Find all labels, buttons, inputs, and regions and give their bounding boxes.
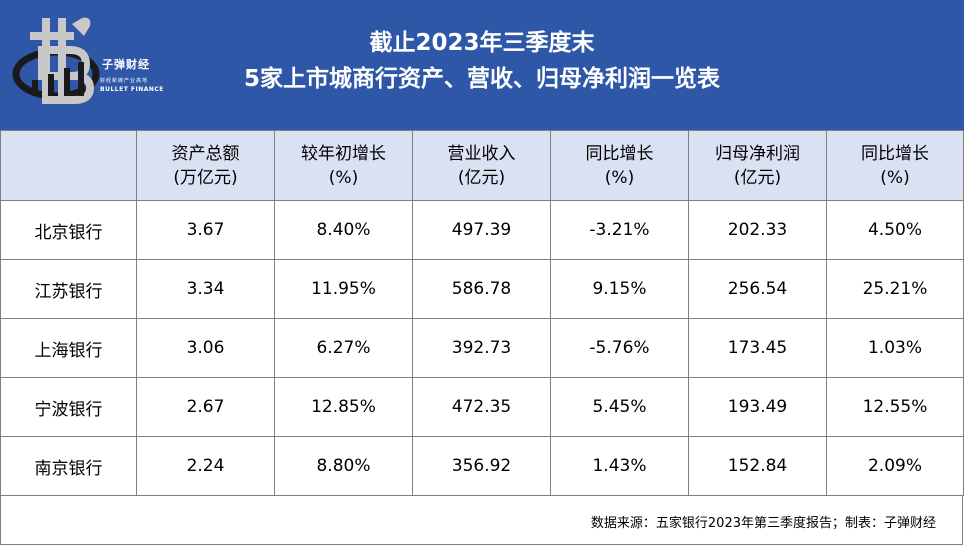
- header-label: 资产总额: [171, 143, 240, 164]
- header-label: 营业收入: [447, 143, 516, 164]
- logo-graphic: [12, 17, 100, 104]
- title-line-1: 截止2023年三季度末: [369, 30, 595, 56]
- logo-name-en: BULLET FINANCE: [100, 86, 164, 93]
- asset-growth-cell: 11.95%: [274, 259, 413, 319]
- net-profit-cell: 202.33: [688, 200, 827, 260]
- header-unit: (%): [328, 167, 359, 188]
- header-label: 同比增长: [861, 143, 929, 164]
- revenue-growth-cell: 9.15%: [550, 259, 689, 319]
- header-cell-total-assets: 资产总额 (万亿元): [136, 130, 275, 201]
- header-cell-bank: [0, 130, 137, 201]
- revenue-cell: 356.92: [412, 436, 551, 496]
- table-row: 江苏银行 3.34 11.95% 586.78 9.15% 256.54 25.…: [0, 259, 964, 319]
- profit-growth-cell: 4.50%: [826, 200, 964, 260]
- bank-data-table: 资产总额 (万亿元) 较年初增长 (%) 营业收入 (亿元) 同比增长 (%) …: [0, 130, 964, 496]
- profit-growth-cell: 1.03%: [826, 318, 964, 378]
- net-profit-cell: 173.45: [688, 318, 827, 378]
- net-profit-cell: 256.54: [688, 259, 827, 319]
- header-unit: (%): [604, 167, 635, 188]
- table-header-row: 资产总额 (万亿元) 较年初增长 (%) 营业收入 (亿元) 同比增长 (%) …: [0, 130, 964, 201]
- header-cell-revenue-growth: 同比增长 (%): [550, 130, 689, 201]
- profit-growth-cell: 2.09%: [826, 436, 964, 496]
- total-assets-cell: 3.67: [136, 200, 275, 260]
- title-banner: 子弹财经 财经新媒产业高地 BULLET FINANCE 截止2023年三季度末…: [0, 0, 964, 130]
- revenue-cell: 472.35: [412, 377, 551, 437]
- total-assets-cell: 3.06: [136, 318, 275, 378]
- table-row: 南京银行 2.24 8.80% 356.92 1.43% 152.84 2.09…: [0, 436, 964, 496]
- asset-growth-cell: 12.85%: [274, 377, 413, 437]
- bank-name-cell: 宁波银行: [0, 377, 137, 437]
- bank-name-cell: 北京银行: [0, 200, 137, 260]
- table-row: 宁波银行 2.67 12.85% 472.35 5.45% 193.49 12.…: [0, 377, 964, 437]
- title-line-2: 5家上市城商行资产、营收、归母净利润一览表: [243, 66, 720, 92]
- total-assets-cell: 2.24: [136, 436, 275, 496]
- asset-growth-cell: 6.27%: [274, 318, 413, 378]
- table-footer: 数据来源：五家银行2023年第三季度报告；制表：子弹财经: [0, 495, 963, 545]
- header-label: 较年初增长: [301, 143, 386, 164]
- header-label: 同比增长: [585, 143, 654, 164]
- table-row: 上海银行 3.06 6.27% 392.73 -5.76% 173.45 1.0…: [0, 318, 964, 378]
- header-cell-profit-growth: 同比增长 (%): [826, 130, 964, 201]
- bank-name-cell: 江苏银行: [0, 259, 137, 319]
- total-assets-cell: 3.34: [136, 259, 275, 319]
- bank-name-cell: 南京银行: [0, 436, 137, 496]
- profit-growth-cell: 12.55%: [826, 377, 964, 437]
- header-cell-net-profit: 归母净利润 (亿元): [688, 130, 827, 201]
- header-unit: (亿元): [457, 167, 506, 188]
- header-unit: (万亿元): [173, 167, 238, 188]
- net-profit-cell: 193.49: [688, 377, 827, 437]
- revenue-cell: 497.39: [412, 200, 551, 260]
- header-unit: (亿元): [733, 167, 782, 188]
- data-source-note: 数据来源：五家银行2023年第三季度报告；制表：子弹财经: [590, 516, 936, 531]
- revenue-growth-cell: -5.76%: [550, 318, 689, 378]
- bullet-finance-logo: 子弹财经 财经新媒产业高地 BULLET FINANCE: [12, 14, 182, 114]
- net-profit-cell: 152.84: [688, 436, 827, 496]
- header-label: 归母净利润: [715, 143, 800, 164]
- header-cell-revenue: 营业收入 (亿元): [412, 130, 551, 201]
- total-assets-cell: 2.67: [136, 377, 275, 437]
- revenue-growth-cell: 5.45%: [550, 377, 689, 437]
- asset-growth-cell: 8.40%: [274, 200, 413, 260]
- table-row: 北京银行 3.67 8.40% 497.39 -3.21% 202.33 4.5…: [0, 200, 964, 260]
- header-cell-asset-growth: 较年初增长 (%): [274, 130, 413, 201]
- bank-name-cell: 上海银行: [0, 318, 137, 378]
- asset-growth-cell: 8.80%: [274, 436, 413, 496]
- revenue-cell: 586.78: [412, 259, 551, 319]
- logo-tagline: 财经新媒产业高地: [100, 78, 149, 84]
- header-unit: (%): [880, 167, 910, 188]
- profit-growth-cell: 25.21%: [826, 259, 964, 319]
- revenue-growth-cell: 1.43%: [550, 436, 689, 496]
- revenue-cell: 392.73: [412, 318, 551, 378]
- revenue-growth-cell: -3.21%: [550, 200, 689, 260]
- logo-name-cn: 子弹财经: [102, 58, 150, 71]
